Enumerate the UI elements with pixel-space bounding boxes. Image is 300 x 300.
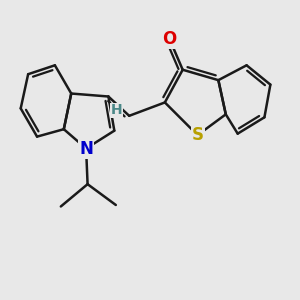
Text: S: S: [192, 126, 204, 144]
Text: H: H: [111, 103, 122, 118]
Text: N: N: [79, 140, 93, 158]
Text: O: O: [162, 29, 176, 47]
